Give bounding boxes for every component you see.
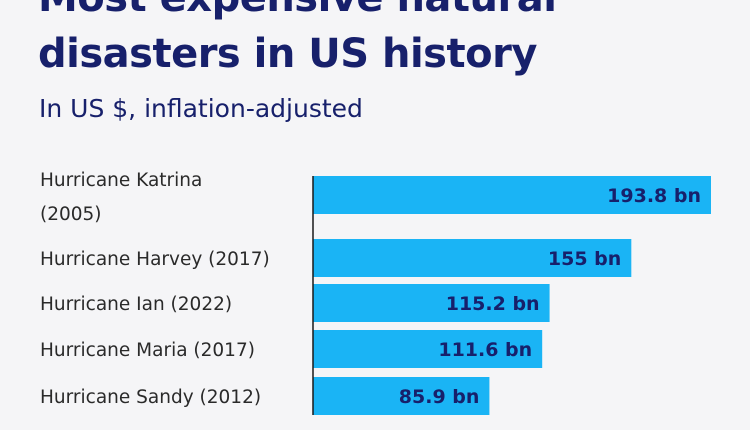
bar-4 — [313, 330, 543, 368]
category-label-5: Hurricane Sandy (2012) — [40, 387, 261, 408]
category-label-1: Hurricane Katrina (2005) — [40, 170, 202, 225]
data-label-3: 115.2 bn — [446, 293, 540, 315]
bar-1 — [313, 176, 711, 214]
bar-5 — [313, 377, 490, 415]
bar-2 — [313, 239, 632, 277]
chart-title: Most expensive natural disasters in US h… — [38, 0, 557, 77]
data-label-1: 193.8 bn — [607, 185, 701, 207]
data-label-5: 85.9 bn — [399, 386, 480, 408]
data-label-4: 111.6 bn — [438, 339, 532, 361]
category-label-4: Hurricane Maria (2017) — [40, 340, 255, 361]
category-label-3: Hurricane Ian (2022) — [40, 294, 232, 315]
data-label-2: 155 bn — [548, 248, 621, 270]
chart-subtitle: In US $, inflation-adjusted — [39, 94, 363, 123]
bar-3 — [313, 284, 550, 322]
category-label-2: Hurricane Harvey (2017) — [40, 249, 270, 270]
